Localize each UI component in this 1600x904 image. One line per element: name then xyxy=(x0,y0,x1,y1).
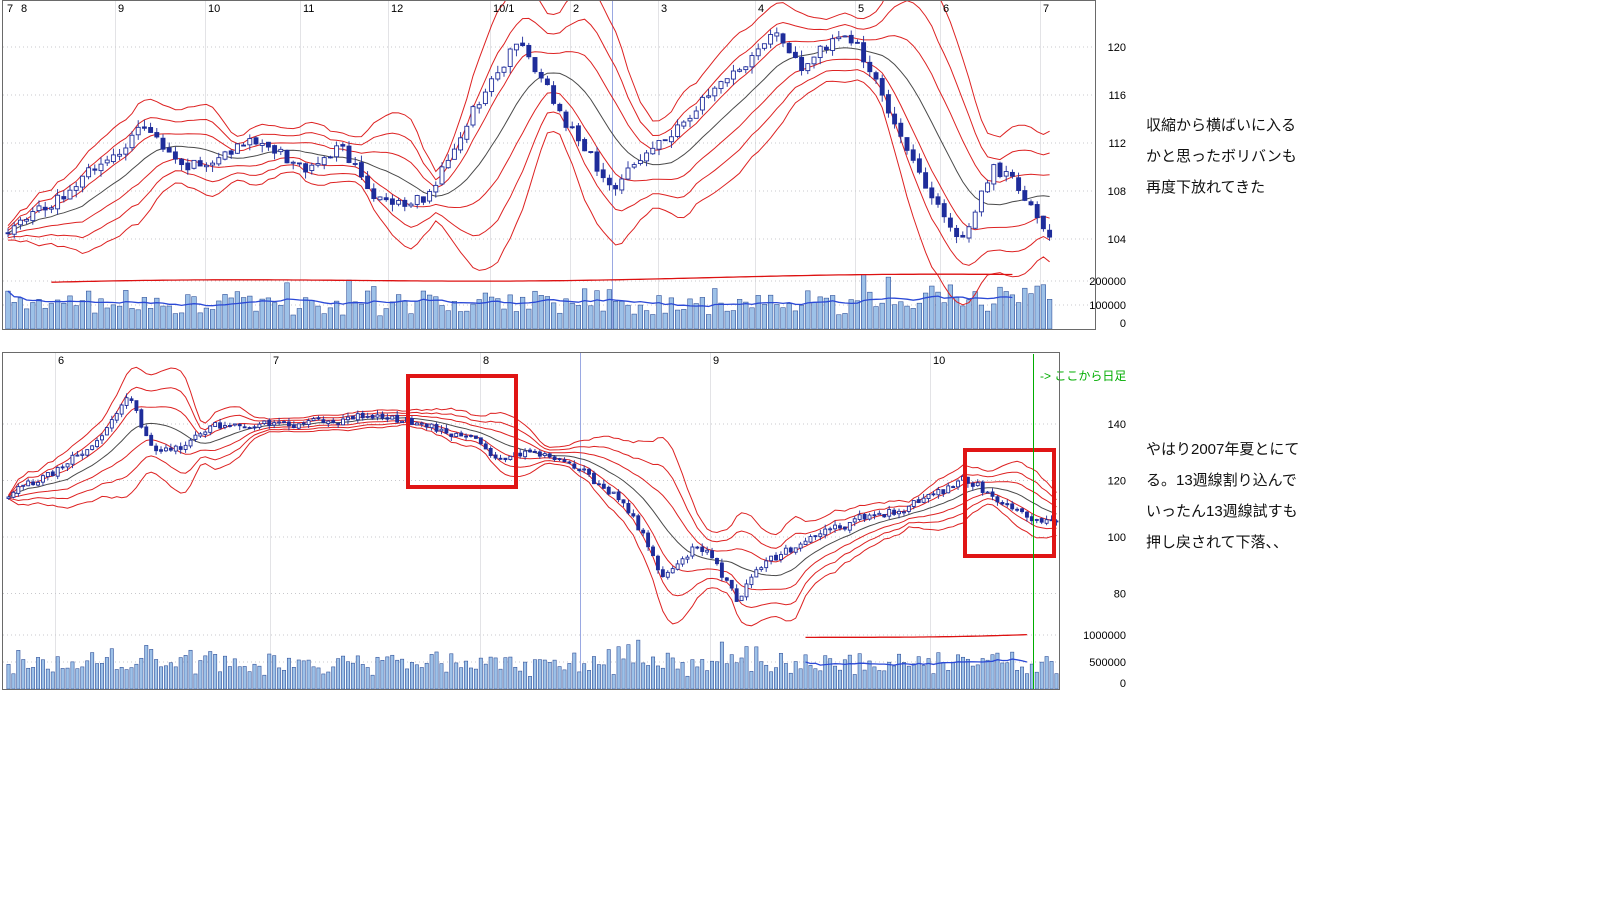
x-tick-label: 2 xyxy=(573,3,579,15)
annotation-top: 収縮から横ばいに入る かと思ったボリバンも 再度下放れてきた xyxy=(1146,110,1297,203)
y-tick-label: 120 xyxy=(1108,42,1126,54)
y-tick-label: 140 xyxy=(1108,419,1126,431)
volume-ma-red xyxy=(805,633,1027,639)
x-tick-label: 8 xyxy=(21,3,27,15)
volume-ma-blue xyxy=(805,658,1028,666)
volume-tick-label: 500000 xyxy=(1089,657,1126,669)
axis-labels: 6 7 8 9 10 140 120 100 80 1000000 500000 0 xyxy=(58,355,1126,690)
volume-ma-blue xyxy=(7,290,1013,308)
volume-bars xyxy=(5,274,1053,329)
center-ma-line xyxy=(7,47,1050,234)
x-tick-label: 7 xyxy=(273,355,279,367)
plot-border xyxy=(2,0,1096,330)
x-tick-label: 4 xyxy=(758,3,764,15)
center-ma-line xyxy=(8,417,1057,577)
volume-ma-lines xyxy=(805,633,1028,666)
highlight-box xyxy=(963,448,1056,558)
x-tick-label: 9 xyxy=(713,355,719,367)
daily-start-label: -> ここから日足 xyxy=(1040,369,1126,383)
annotation-line: 押し戻されて下落、、 xyxy=(1146,534,1289,551)
axis-labels: 7 8 9 10 11 12 10/1 2 3 4 5 6 7120116112108104200000… xyxy=(7,3,1126,330)
volume-ma-lines xyxy=(7,273,1013,308)
y-tick-label: 104 xyxy=(1108,234,1126,246)
annotation-line: 再度下放れてきた xyxy=(1146,179,1266,196)
annotation-line: かと思ったボリバンも xyxy=(1146,148,1297,165)
x-tick-label: 8 xyxy=(483,355,489,367)
plot-border xyxy=(2,352,1060,690)
y-tick-label: 108 xyxy=(1108,186,1126,198)
x-tick-label: 6 xyxy=(943,3,949,15)
gridlines xyxy=(3,353,1059,689)
volume-tick-label: 100000 xyxy=(1089,300,1126,312)
candlesticks xyxy=(5,27,1053,244)
x-tick-label: 10/1 xyxy=(493,3,514,15)
annotation-line: 収縮から横ばいに入る xyxy=(1146,117,1297,134)
y-tick-label: 112 xyxy=(1108,138,1126,150)
x-tick-label: 3 xyxy=(661,3,667,15)
volume-tick-label: 0 xyxy=(1120,678,1126,690)
volume-tick-label: 0 xyxy=(1120,318,1126,330)
x-tick-label: 9 xyxy=(118,3,124,15)
x-tick-label: 7 xyxy=(1043,3,1049,15)
x-tick-label: 10 xyxy=(208,3,220,15)
bollinger-bands xyxy=(8,366,1057,627)
annotation-line: いったん13週線試すも xyxy=(1146,503,1298,520)
annotation-bottom: やはり2007年夏とにて る。13週線割り込んで いったん13週線試すも 押し戻… xyxy=(1146,434,1299,558)
candlesticks xyxy=(6,393,1059,602)
highlight-box xyxy=(406,374,518,489)
x-tick-label: 10 xyxy=(933,355,945,367)
volume-bars xyxy=(6,639,1059,689)
volume-tick-label: 200000 xyxy=(1089,276,1126,288)
x-tick-label: 6 xyxy=(58,355,64,367)
annotation-line: やはり2007年夏とにて xyxy=(1146,441,1300,458)
x-tick-label: 7 xyxy=(7,3,13,15)
volume-ma-red xyxy=(51,273,1013,283)
daily-bollinger-chart: -> ここから日足 6 7 8 9 10 140 120 100 80 1000000 500000 0 xyxy=(2,352,1126,690)
x-tick-label: 12 xyxy=(391,3,403,15)
weekly-bollinger-chart: 7 8 9 10 11 12 10/1 2 3 4 5 6 7120116112108104200000… xyxy=(2,0,1126,330)
x-tick-label: 5 xyxy=(858,3,864,15)
volume-tick-label: 1000000 xyxy=(1083,630,1126,642)
annotation-line: る。13週線割り込んで xyxy=(1146,472,1297,489)
y-tick-label: 120 xyxy=(1108,476,1126,488)
y-tick-label: 116 xyxy=(1108,90,1126,102)
y-tick-label: 100 xyxy=(1108,532,1126,544)
y-tick-label: 80 xyxy=(1114,589,1126,601)
x-tick-label: 11 xyxy=(303,3,314,15)
